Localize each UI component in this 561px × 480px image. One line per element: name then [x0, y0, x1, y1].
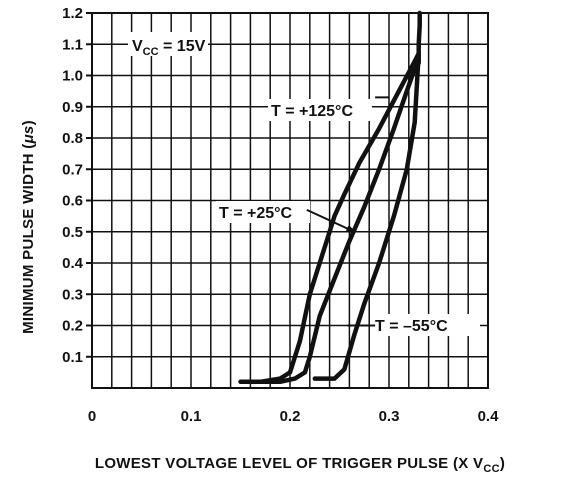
annotation-0: T = +125°C	[268, 96, 389, 121]
series-line-0	[238, 51, 421, 385]
annotation-bg	[268, 99, 372, 121]
annotation-text: T = +125°C	[271, 103, 353, 120]
x-tick-label: 0.3	[379, 408, 400, 425]
y-tick-label: 0.1	[62, 349, 83, 366]
y-tick-label: 0.8	[62, 130, 83, 147]
y-tick-label: 0.6	[62, 193, 83, 210]
annotation-bg	[372, 314, 480, 336]
y-tick-label: 1.2	[62, 5, 83, 22]
y-tick-label: 0.5	[62, 224, 83, 241]
y-tick-label: 0.4	[62, 255, 84, 272]
x-tick-label: 0.4	[478, 408, 500, 425]
x-tick-label: 0.1	[181, 408, 202, 425]
y-tick-label: 1.0	[62, 68, 83, 85]
svg-text:VCC = 15V: VCC = 15V	[132, 38, 206, 58]
y-tick-labels: 0.1 0.2 0.3 0.4 0.5 0.6 0.7 0.8 0.9 1.0 1.1 1.2	[62, 5, 92, 366]
y-tick-label: 0.9	[62, 99, 83, 116]
annotation-leader	[306, 208, 357, 233]
y-tick-label: 0.3	[62, 286, 83, 303]
annotation-text: T = –55°C	[375, 318, 448, 335]
series-line-1	[258, 51, 421, 385]
y-axis-title: MINIMUM PULSE WIDTH (μs)	[20, 120, 37, 334]
annotation-2: T = –55°C	[347, 314, 480, 336]
x-tick-label: 0.2	[280, 408, 301, 425]
annotation-bg	[216, 201, 310, 223]
series-line-3	[416, 10, 422, 66]
condition-label: VCC = 15V	[128, 32, 208, 58]
x-axis-title: LOWEST VOLTAGE LEVEL OF TRIGGER PULSE (X…	[95, 455, 505, 475]
series-lines	[238, 10, 422, 385]
annotation-1: T = +25°C	[216, 201, 357, 233]
series-line-2	[312, 51, 421, 381]
annotation-text: T = +25°C	[219, 205, 293, 222]
y-tick-label: 0.7	[62, 161, 83, 178]
y-tick-label: 0.2	[62, 318, 83, 335]
x-tick-label: 0	[88, 408, 96, 425]
annotations: T = +125°C T = +25°C T = –55°C	[216, 96, 480, 336]
y-tick-label: 1.1	[62, 36, 83, 53]
x-tick-labels: 0 0.1 0.2 0.3 0.4	[88, 408, 499, 425]
